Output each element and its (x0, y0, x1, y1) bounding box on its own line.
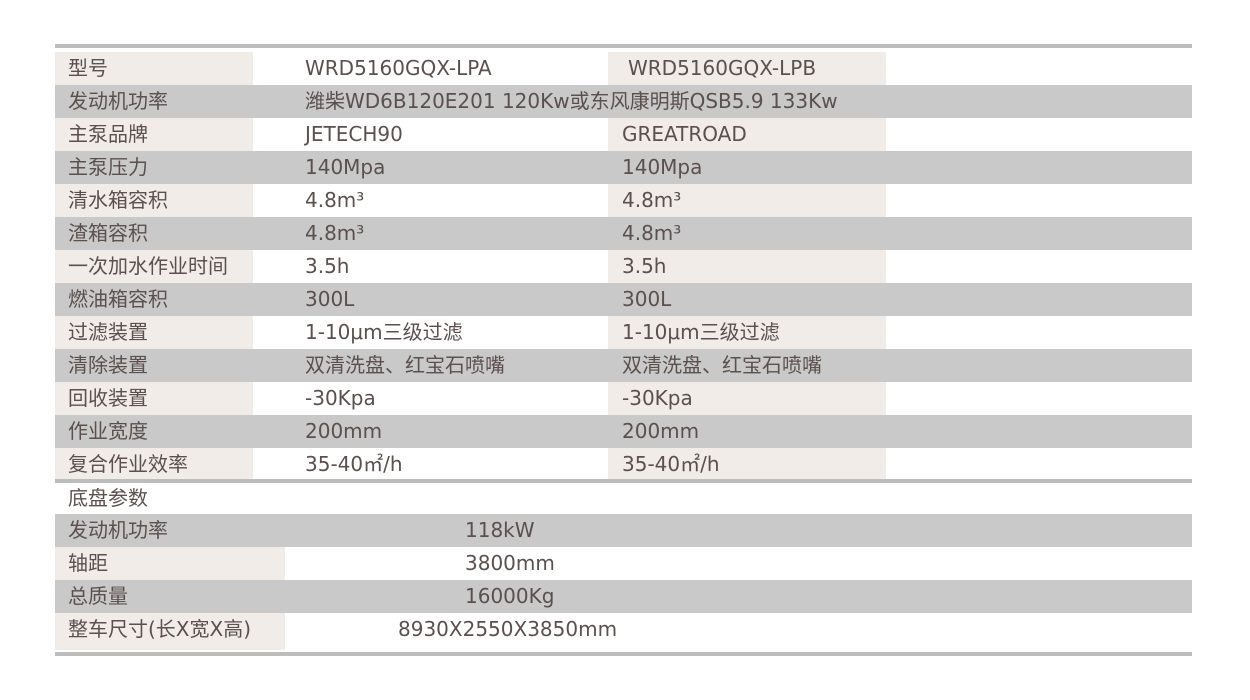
spec-value-lpb: 35-40㎡/h (608, 448, 886, 481)
chassis-row: 轴距 3800mm (55, 547, 1192, 580)
spec-value-lpb: 300L (622, 287, 672, 311)
spec-label: 型号 (55, 52, 253, 85)
chassis-header: 底盘参数 (55, 483, 1192, 514)
chassis-value: 3800mm (465, 551, 555, 575)
spec-value-lpa: 4.8m³ (305, 188, 365, 212)
spec-row: 型号 WRD5160GQX-LPA WRD5160GQX-LPB (55, 52, 1192, 85)
spec-value-lpb: 4.8m³ (622, 221, 682, 245)
chassis-row: 总质量 16000Kg (55, 580, 1192, 613)
spec-row: 燃油箱容积 300L 300L (55, 283, 1192, 316)
spec-label: 清除装置 (68, 353, 148, 377)
spec-label: 复合作业效率 (55, 448, 253, 481)
spec-row: 主泵压力 140Mpa 140Mpa (55, 151, 1192, 184)
spec-value-lpa: JETECH90 (305, 122, 403, 146)
spec-label: 作业宽度 (68, 419, 148, 443)
top-rule (55, 44, 1192, 48)
section-rule (55, 479, 1192, 483)
spec-row: 作业宽度 200mm 200mm (55, 415, 1192, 448)
spec-value-lpa: 140Mpa (305, 155, 386, 179)
spec-value-lpb: GREATROAD (608, 118, 886, 151)
spec-value-lpa: 潍柴WD6B120E201 120Kw或东风康明斯QSB5.9 133Kw (305, 89, 838, 113)
chassis-title: 底盘参数 (68, 486, 148, 510)
spec-value-lpa: 300L (305, 287, 355, 311)
spec-value-lpb: 4.8m³ (608, 184, 886, 217)
spec-value-lpb: 3.5h (608, 250, 886, 283)
chassis-label: 轴距 (55, 547, 285, 580)
spec-value-lpa: 3.5h (305, 254, 350, 278)
spec-value-lpb: 140Mpa (622, 155, 703, 179)
chassis-label: 总质量 (68, 584, 128, 608)
chassis-row: 发动机功率 118kW (55, 514, 1192, 547)
spec-value-lpa: 35-40㎡/h (305, 452, 403, 476)
spec-row: 清水箱容积 4.8m³ 4.8m³ (55, 184, 1192, 217)
spec-row: 渣箱容积 4.8m³ 4.8m³ (55, 217, 1192, 250)
spec-label: 主泵品牌 (55, 118, 253, 151)
spec-label: 主泵压力 (68, 155, 148, 179)
spec-row: 过滤装置 1-10μm三级过滤 1-10μm三级过滤 (55, 316, 1192, 349)
spec-row: 主泵品牌 JETECH90 GREATROAD (55, 118, 1192, 151)
spec-value-lpa: 1-10μm三级过滤 (305, 320, 463, 344)
spec-row: 复合作业效率 35-40㎡/h 35-40㎡/h (55, 448, 1192, 481)
chassis-value: 8930X2550X3850mm (398, 617, 618, 641)
spec-label: 一次加水作业时间 (55, 250, 253, 283)
spec-value-lpb: WRD5160GQX-LPB (608, 52, 886, 85)
spec-label: 发动机功率 (68, 89, 168, 113)
spec-value-lpb: 1-10μm三级过滤 (608, 316, 886, 349)
chassis-label: 发动机功率 (68, 518, 168, 542)
spec-label: 渣箱容积 (68, 221, 148, 245)
chassis-value: 118kW (465, 518, 535, 542)
spec-value-lpa: 200mm (305, 419, 383, 443)
spec-value-lpb: 200mm (622, 419, 700, 443)
spec-value-lpa: WRD5160GQX-LPA (305, 56, 492, 80)
spec-row: 清除装置 双清洗盘、红宝石喷嘴 双清洗盘、红宝石喷嘴 (55, 349, 1192, 382)
spec-value-lpa: 4.8m³ (305, 221, 365, 245)
chassis-row: 整车尺寸(长X宽X高) 8930X2550X3850mm (55, 613, 1192, 650)
spec-value-lpb: -30Kpa (608, 382, 886, 415)
chassis-value: 16000Kg (465, 584, 555, 608)
spec-label: 清水箱容积 (55, 184, 253, 217)
chassis-label: 整车尺寸(长X宽X高) (55, 613, 285, 650)
spec-label: 回收装置 (55, 382, 253, 415)
bottom-rule (55, 652, 1192, 656)
spec-label: 过滤装置 (55, 316, 253, 349)
spec-value-lpa: 双清洗盘、红宝石喷嘴 (305, 353, 505, 377)
spec-row: 一次加水作业时间 3.5h 3.5h (55, 250, 1192, 283)
spec-value-lpb: 双清洗盘、红宝石喷嘴 (622, 353, 822, 377)
spec-label: 燃油箱容积 (68, 287, 168, 311)
spec-row: 回收装置 -30Kpa -30Kpa (55, 382, 1192, 415)
spec-value-lpa: -30Kpa (305, 386, 376, 410)
spec-row: 发动机功率 潍柴WD6B120E201 120Kw或东风康明斯QSB5.9 133… (55, 85, 1192, 118)
